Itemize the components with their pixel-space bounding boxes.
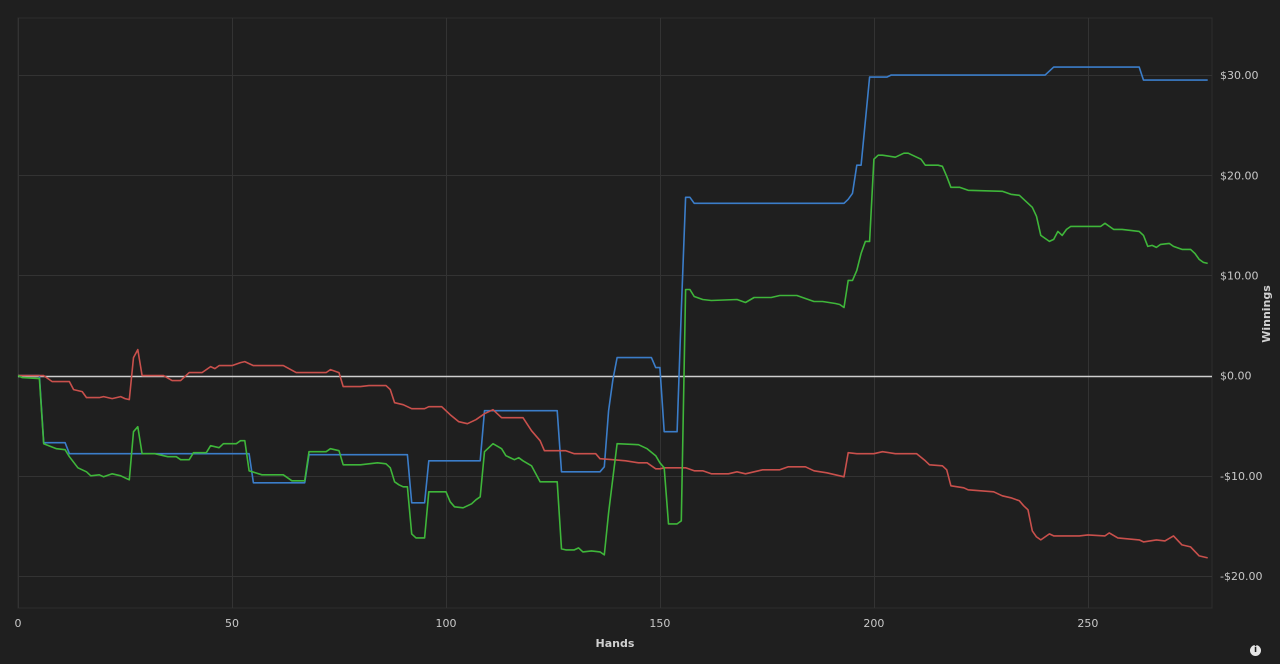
x-axis-title: Hands [596, 637, 635, 650]
x-tick-label: 100 [435, 617, 456, 630]
x-tick-label: 250 [1077, 617, 1098, 630]
series-line-2[interactable] [18, 348, 1208, 559]
series-line-1[interactable] [18, 66, 1208, 504]
x-tick-label: 50 [225, 617, 239, 630]
series-line-3[interactable] [17, 152, 1208, 556]
info-icon[interactable]: i [1250, 645, 1261, 656]
x-tick-label: 0 [15, 617, 22, 630]
y-tick-label: $20.00 [1220, 169, 1259, 182]
y-axis-title: Winnings [1260, 285, 1273, 343]
plot-border [17, 17, 1213, 609]
y-tick-label: $10.00 [1220, 269, 1259, 282]
x-tick-label: 200 [863, 617, 884, 630]
grid [17, 17, 1213, 609]
x-axis-ticks: 0 50 100 150 200 250 [15, 617, 1099, 630]
y-tick-label: -$10.00 [1220, 470, 1262, 483]
y-axis-ticks: -$20.00 -$10.00 $0.00 $10.00 $20.00 $30.00 [1220, 69, 1262, 583]
series-layer [17, 66, 1208, 559]
y-tick-label: $0.00 [1220, 370, 1252, 383]
y-tick-label: -$20.00 [1220, 570, 1262, 583]
x-tick-label: 150 [649, 617, 670, 630]
y-tick-label: $30.00 [1220, 69, 1259, 82]
